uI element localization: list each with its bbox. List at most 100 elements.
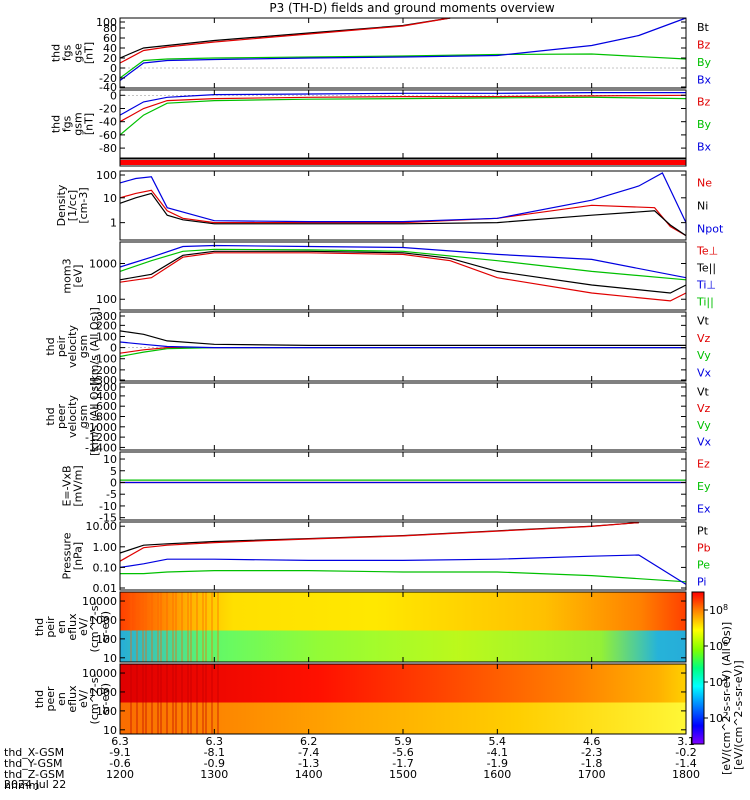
spectrogram-streak <box>205 592 207 662</box>
x-row-name: thd_Z-GSM <box>4 768 64 781</box>
y-tick-label: 10 <box>103 453 117 466</box>
spectrogram-streak <box>151 592 153 662</box>
x-row-value: 1200 <box>106 768 134 781</box>
y-axis-label: sr-eV) <box>99 611 112 643</box>
x-top-row-value: 5.4 <box>489 735 507 748</box>
y-axis-label: eflux <box>66 685 79 713</box>
x-row-value: 1600 <box>483 768 511 781</box>
y-tick-label: 100 <box>96 633 117 646</box>
y-tick-label: 40 <box>103 42 117 55</box>
legend-Ti||: Ti|| <box>696 296 714 309</box>
spectrogram-streak <box>166 664 168 734</box>
legend-Vx: Vx <box>697 366 712 379</box>
panel-mom-t3: 1000 100 mom3[eV] Te⊥ Te|| Ti⊥ Ti|| <box>61 241 718 311</box>
spectrogram-lower <box>120 702 686 734</box>
legend-By: By <box>697 56 712 69</box>
series-mom-t3-Te⊥ <box>119 252 687 302</box>
y-axis-label: [km/s (All Qs)] <box>88 377 101 456</box>
y-axis-label: thd <box>50 44 63 62</box>
y-tick-label: 0.10 <box>93 561 118 574</box>
y-tick-label: 1 <box>110 217 117 230</box>
legend-Vx: Vx <box>697 436 712 449</box>
y-tick-label: 10000 <box>82 595 117 608</box>
spectrogram-streak <box>160 664 162 734</box>
legend-Vz: Vz <box>697 402 711 415</box>
date-label: 2024 Jul 22 <box>4 778 66 791</box>
series-fgs-gsm-By <box>119 96 687 136</box>
y-axis-label: Pressure <box>61 532 74 579</box>
series-pressure-Pb <box>119 522 639 562</box>
y-axis-label: (cm^2-s- <box>88 674 101 725</box>
x-row-value: -1.8 <box>581 757 602 770</box>
series-density-Ni <box>119 192 687 237</box>
series-mom-t3-Ti|| <box>119 248 687 281</box>
spectrogram-streak <box>190 592 192 662</box>
y-tick-label: 0 <box>110 342 117 355</box>
x-row-value: -0.9 <box>204 757 225 770</box>
y-axis-label: [km/s (All Qs)] <box>88 307 101 386</box>
series-fgs-gse-Bx <box>119 17 687 81</box>
x-row-value: -1.9 <box>487 757 508 770</box>
series-fgs-gse-Bz <box>119 17 451 64</box>
y-tick-label: 60 <box>103 32 117 45</box>
y-tick-label: 300 <box>96 310 117 323</box>
x-row-value: -0.2 <box>675 746 696 759</box>
x-row-value: -7.4 <box>298 746 319 759</box>
y-axis-label: fgs <box>61 44 74 61</box>
panel-frame <box>119 89 687 159</box>
legend-Pt: Pt <box>697 525 709 538</box>
y-axis-label: gse <box>72 43 85 63</box>
y-axis-label: en <box>55 692 68 706</box>
legend-Pe: Pe <box>697 559 710 572</box>
legend-Bz: Bz <box>697 95 711 108</box>
y-axis-label: [cm-3] <box>77 187 90 223</box>
y-tick-label: 100 <box>96 16 117 29</box>
panel-frame <box>119 311 687 382</box>
spectrogram-streak <box>136 664 138 734</box>
y-tick-label: 100 <box>96 330 117 343</box>
y-tick-label: -5 <box>106 488 117 501</box>
panel-frame <box>119 382 687 451</box>
y-axis-label: sr-eV) <box>99 683 112 715</box>
panel-density: 100 10 1 Density[1/cc][cm-3] Ne Ni Npot <box>55 169 724 241</box>
y-axis-label: velocity <box>66 395 79 438</box>
y-tick-label: 1000 <box>89 686 117 699</box>
series-peir-velocity-Vx <box>119 341 686 349</box>
x-top-row-value: 5.9 <box>394 735 412 748</box>
y-tick-label: -800 <box>92 411 117 424</box>
legend-Vy: Vy <box>697 419 711 432</box>
x-row-value: 1300 <box>200 768 228 781</box>
y-tick-label: 10000 <box>82 667 117 680</box>
y-tick-label: 1000 <box>89 614 117 627</box>
y-tick-label: -1000 <box>85 421 117 434</box>
x-top-row-value: 4.6 <box>583 735 601 748</box>
legend-Bx: Bx <box>697 73 712 86</box>
spectrogram-streak <box>151 664 153 734</box>
y-axis-label: peir <box>55 335 68 357</box>
y-axis-label: thd <box>50 115 63 133</box>
panel-peir-en-eflux: 10000 1000 100 10 thdpeirenefluxeV/(cm^2-s-s… <box>33 591 687 665</box>
status-bar <box>120 160 686 165</box>
colorbar-label: [eV/(cm^2-s-sr-eV)] <box>732 660 745 770</box>
panel-pressure: 10.00 1.00 0.10 0.01 Pressure[nPa] Pt Pb Pe Pi <box>61 520 711 595</box>
y-tick-label: 1.00 <box>93 541 118 554</box>
series-pressure-Pt <box>119 522 639 554</box>
legend-Vt: Vt <box>697 315 710 328</box>
spectrogram-streak <box>181 664 183 734</box>
spectrogram-streak <box>202 592 204 662</box>
x-row-value: 1500 <box>389 768 417 781</box>
panel-peer-en-eflux: 10000 1000 100 10 thdpeerenefluxeV/(cm^2-s-s… <box>33 663 687 737</box>
series-mom-t3-Te|| <box>119 250 687 294</box>
y-tick-label: 100 <box>96 705 117 718</box>
y-axis-label: peir <box>44 616 57 638</box>
y-tick-label: -40 <box>99 81 117 94</box>
panels-group: 100806040200-20-40thdfgsgse[nT]BtBzByBx0… <box>33 16 724 737</box>
panel-peer-velocity: -200-400-600-800-1000-1200-1400 thdpeerve… <box>44 377 712 456</box>
y-tick-label: -1200 <box>85 431 117 444</box>
y-tick-label: -40 <box>99 116 117 129</box>
